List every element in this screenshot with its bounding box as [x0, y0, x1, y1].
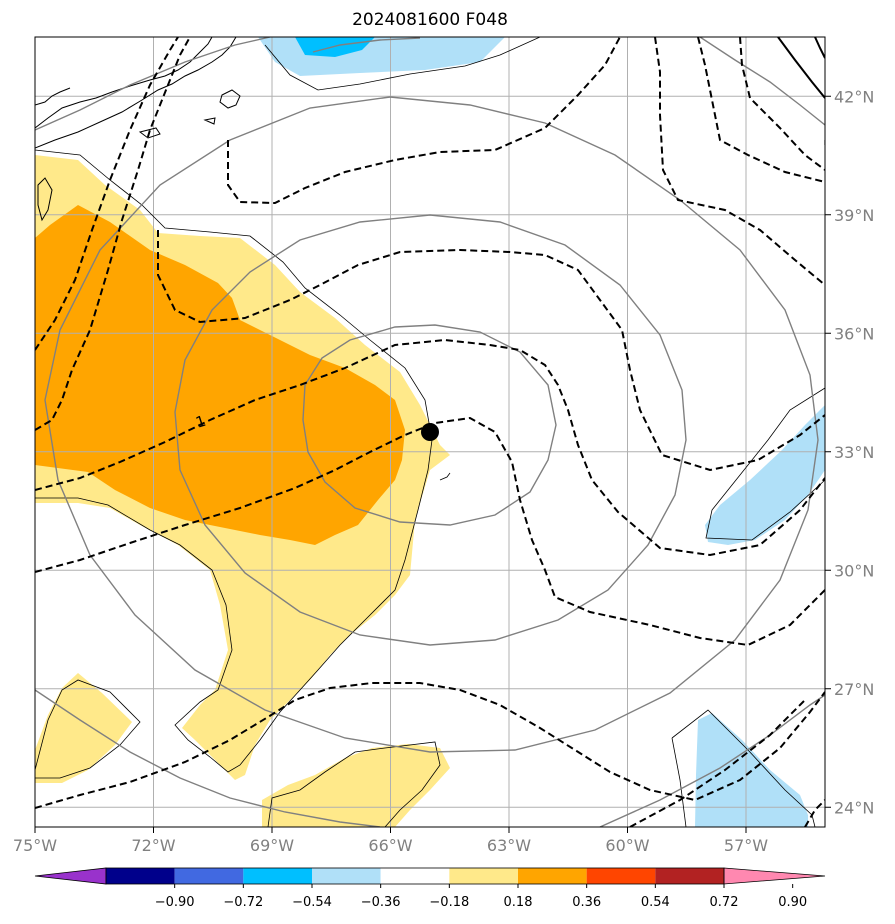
lat-tick-label: 27°N [834, 680, 874, 699]
colorbar-frame [105, 867, 725, 885]
coastline [35, 37, 241, 222]
dashed-contour-bottom-right [804, 799, 825, 827]
fill-light-yellow-south [262, 744, 450, 827]
colorbar-segment [243, 868, 312, 884]
lon-tick-label: 75°W [13, 836, 57, 855]
lat-tick-label: 39°N [834, 206, 874, 225]
colorbar-segment [106, 868, 175, 884]
lat-tick-label: 33°N [834, 443, 874, 462]
fill-light-blue-southeast [695, 713, 808, 827]
colorbar-label: 0.18 [504, 895, 533, 910]
coastline-bay-of-fundy [35, 37, 213, 129]
outline-contour-small [439, 472, 451, 481]
colorbar-label: −0.72 [223, 895, 263, 910]
outline-contour-south [267, 741, 441, 827]
lon-tick-label: 72°W [131, 836, 175, 855]
fill-light-yellow-southwest [35, 673, 132, 783]
colorbar-label: 0.72 [710, 895, 739, 910]
colorbar-segment [586, 868, 656, 884]
solid-contour-northeast-1 [777, 37, 825, 99]
colorbar-label: −0.90 [155, 895, 195, 910]
colorbar-label: 0.36 [572, 895, 601, 910]
lat-tick-label: 36°N [834, 324, 874, 343]
outline-contours [35, 37, 825, 827]
solid-contours [777, 37, 825, 99]
dashed-contour-southeast [629, 699, 806, 827]
dashed-contour-2 [35, 338, 825, 557]
lat-tick-label: 24°N [834, 798, 874, 817]
lon-tick-label: 63°W [487, 836, 531, 855]
gray-contour-northeast [699, 37, 825, 126]
colorbar-label: −0.54 [292, 895, 332, 910]
outline-contour-southeast-inner [671, 737, 687, 827]
colorbar-segment [312, 868, 381, 884]
colorbar-label: −0.18 [429, 895, 469, 910]
coastline-cape-breton [219, 89, 241, 109]
coastline-nova-scotia [35, 37, 237, 149]
colorbar-label: 0.54 [641, 895, 670, 910]
lat-tick-label: 30°N [834, 561, 874, 580]
outline-contour-east [705, 387, 825, 541]
longitude-ticks: 75°W 72°W 69°W 66°W 63°W 60°W 57°W [13, 827, 768, 855]
map-title: 2024081600 F048 [352, 10, 508, 30]
colorbar-label: 0.90 [778, 895, 807, 910]
storm-center-marker [421, 423, 439, 441]
outline-contour-north [264, 37, 541, 91]
dashed-contour-west-2 [35, 37, 191, 431]
gray-contour-innermost [302, 324, 557, 526]
dashed-contour-south [35, 682, 825, 809]
dashed-contour-northeast-1 [654, 37, 825, 286]
gray-contour-3 [44, 96, 819, 753]
dashed-contour-storm-core [35, 416, 825, 647]
dashed-contour-northeast-2 [697, 37, 825, 183]
lon-tick-label: 66°W [368, 836, 412, 855]
gray-contour-north [312, 37, 421, 53]
colorbar-extend-low [34, 867, 107, 885]
dashed-contour-4 [227, 37, 621, 205]
lon-tick-label: 60°W [605, 836, 649, 855]
gray-contour-southeast [599, 694, 825, 827]
gray-contour-southwest [35, 689, 381, 827]
lat-lon-grid [35, 37, 825, 827]
colorbar-segment [174, 868, 244, 884]
colorbar: −0.90 −0.72 −0.54 −0.36 −0.18 0.18 0.36 0.54 0.7… [34, 867, 826, 910]
lon-tick-label: 57°W [724, 836, 768, 855]
map-frame [34, 36, 826, 828]
dashed-contour-northeast-3 [739, 37, 825, 171]
colorbar-segment [449, 868, 518, 884]
coastline-maine [35, 87, 71, 106]
colorbar-extend-high [723, 867, 826, 885]
gray-contour-2 [174, 214, 687, 646]
dashed-contour-west-1 [35, 37, 179, 351]
lat-tick-label: 42°N [834, 87, 874, 106]
coastline-islands [37, 117, 216, 222]
solid-contour-northeast-2 [814, 37, 825, 59]
outline-contour-main [35, 149, 433, 773]
colorbar-label: −0.36 [361, 895, 401, 910]
colorbar-segment [518, 868, 587, 884]
colorbar-segment [655, 868, 724, 884]
lon-tick-label: 69°W [250, 836, 294, 855]
dashed-contours [35, 37, 825, 827]
fill-light-blue-east [705, 405, 825, 545]
outline-contour-southeast [671, 709, 816, 827]
latitude-ticks: 42°N 39°N 36°N 33°N 30°N 27°N 24°N [825, 87, 874, 817]
map-plot-area: 1 [35, 37, 825, 827]
outline-contour-southwest [35, 679, 141, 779]
gray-contours [35, 37, 825, 827]
colorbar-segment [380, 868, 450, 884]
dashed-contour-3 [157, 230, 825, 472]
